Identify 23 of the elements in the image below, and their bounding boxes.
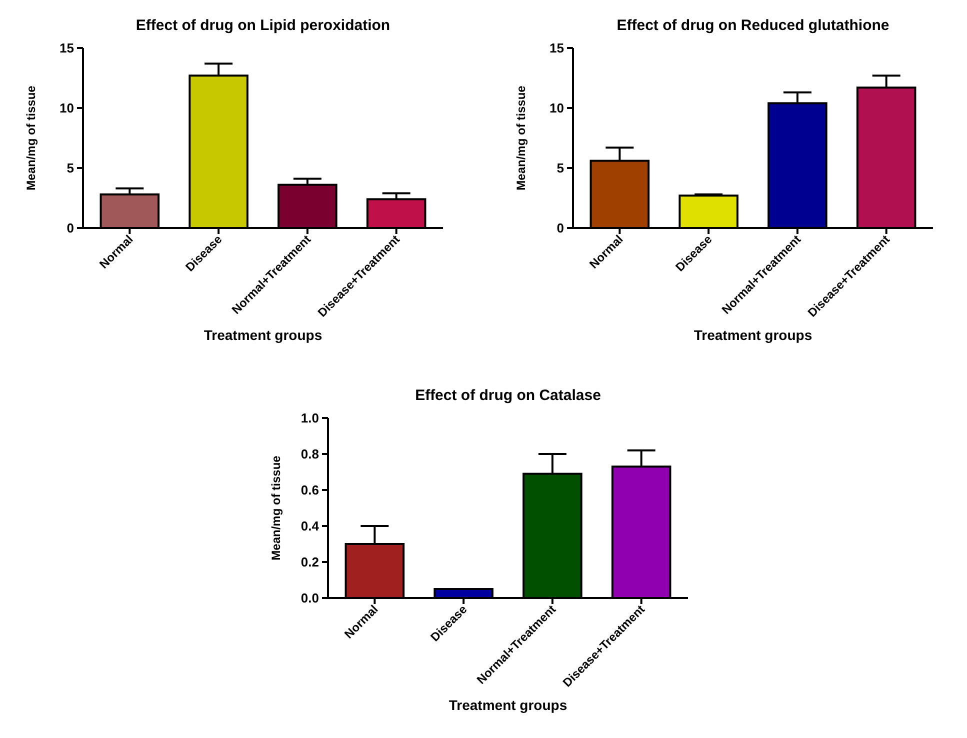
y-tick-label: 1.0 <box>300 410 319 426</box>
y-tick-label: 0.8 <box>300 446 319 462</box>
y-axis-title: Mean/mg of tissue <box>514 85 528 190</box>
y-tick-label: 0.0 <box>300 590 319 606</box>
chart-title: Effect of drug on Lipid peroxidation <box>136 17 390 34</box>
y-tick-label: 10 <box>550 100 564 116</box>
y-tick-label: 0.6 <box>300 482 319 498</box>
y-tick-label: 15 <box>550 40 564 56</box>
y-tick-label: 15 <box>60 40 74 56</box>
y-tick-label: 0.2 <box>300 554 319 570</box>
x-axis-title: Treatment groups <box>448 697 568 713</box>
x-axis-title: Treatment groups <box>694 327 812 343</box>
y-tick-label: 0.4 <box>300 518 320 534</box>
y-tick-label: 0 <box>66 220 74 236</box>
y-tick-label: 5 <box>556 160 564 176</box>
chart-title: Effect of drug on Reduced glutathione <box>616 17 890 34</box>
x-axis-title: Treatment groups <box>204 327 322 343</box>
y-tick-label: 5 <box>66 160 74 176</box>
y-axis-title: Mean/mg of tissue <box>24 85 38 190</box>
chart-title: Effect of drug on Catalase <box>415 387 601 404</box>
y-tick-label: 0 <box>556 220 564 236</box>
y-tick-label: 10 <box>60 100 74 116</box>
y-axis-title: Mean/mg of tissue <box>269 455 283 560</box>
